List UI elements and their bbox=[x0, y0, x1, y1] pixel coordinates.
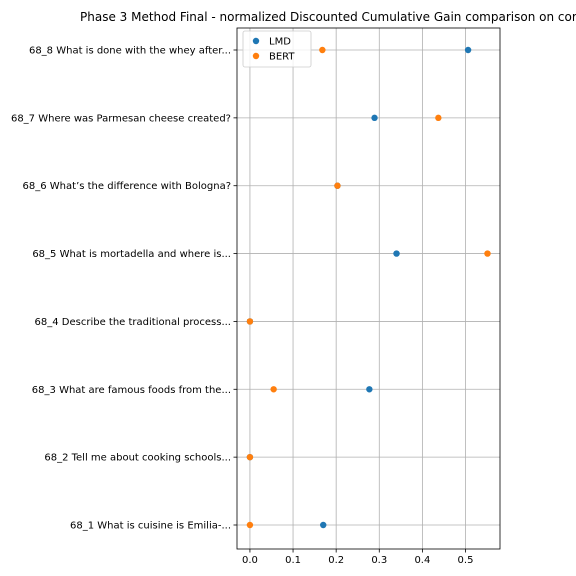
tick-labels: 0.0 0.1 0.2 0.3 0.4 0.5 68_1 What is cuisine i… bbox=[11, 46, 474, 567]
plot-axes bbox=[233, 27, 501, 553]
legend-box bbox=[242, 30, 312, 68]
plot-frame bbox=[236, 27, 501, 550]
legend-marker-lmd bbox=[252, 37, 260, 45]
y-tick-label: 68_6 What’s the difference with Bologna? bbox=[23, 181, 231, 192]
data-points bbox=[246, 46, 491, 529]
data-point-lmd bbox=[393, 250, 400, 257]
x-tick-label: 0.4 bbox=[414, 555, 430, 566]
legend-label-lmd: LMD bbox=[269, 37, 291, 48]
grid-lines bbox=[237, 28, 500, 549]
data-point-bert bbox=[435, 114, 442, 122]
y-tick-label: 68_8 What is done with the whey after... bbox=[29, 46, 231, 57]
data-point-bert bbox=[246, 318, 254, 325]
y-tick-label: 68_7 Where was Parmesan cheese created? bbox=[11, 113, 231, 124]
data-point-bert bbox=[270, 386, 277, 393]
legend-label-bert: BERT bbox=[269, 52, 295, 63]
y-tick-label: 68_1 What is cuisine is Emilia-... bbox=[70, 521, 231, 532]
legend: LMD BERT bbox=[242, 30, 312, 68]
y-tick-label: 68_4 Describe the traditional process... bbox=[35, 317, 231, 328]
y-tick-label: 68_3 What are famous foods from the... bbox=[32, 385, 231, 396]
data-point-bert bbox=[246, 521, 254, 529]
chart-title: Phase 3 Method Final - normalized Discou… bbox=[80, 10, 576, 24]
data-point-bert bbox=[484, 250, 491, 257]
y-tick-label: 68_2 Tell me about cooking schools... bbox=[44, 453, 231, 464]
legend-marker-bert bbox=[252, 52, 260, 60]
data-point-bert bbox=[319, 46, 326, 54]
data-point-lmd bbox=[371, 114, 378, 122]
data-point-lmd bbox=[366, 386, 373, 393]
data-point-lmd bbox=[320, 521, 327, 529]
y-tick-label: 68_5 What is mortadella and where is... bbox=[32, 249, 231, 260]
x-tick-label: 0.1 bbox=[285, 555, 301, 566]
x-tick-label: 0.2 bbox=[328, 555, 344, 566]
x-tick-label: 0.0 bbox=[242, 555, 258, 566]
data-point-lmd bbox=[464, 46, 472, 54]
x-tick-label: 0.5 bbox=[458, 555, 474, 566]
x-tick-label: 0.3 bbox=[371, 555, 387, 566]
data-point-bert bbox=[334, 182, 341, 189]
data-point-bert bbox=[246, 453, 254, 461]
